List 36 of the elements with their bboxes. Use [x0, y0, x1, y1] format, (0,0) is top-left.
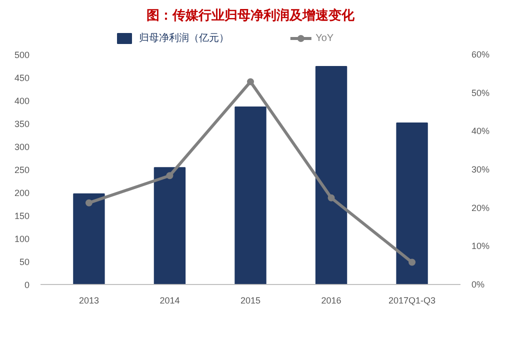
y2-tick-label: 0% — [472, 280, 485, 290]
y-tick-label: 250 — [14, 165, 30, 175]
point — [328, 194, 335, 202]
y2-tick-label: 40% — [472, 126, 490, 136]
point — [247, 78, 254, 86]
y-tick-label: 450 — [14, 73, 30, 83]
legend-label: YoY — [316, 33, 334, 44]
bar — [396, 122, 428, 284]
y-tick-label: 300 — [14, 142, 30, 152]
y2-tick-label: 50% — [472, 88, 490, 98]
y-tick-label: 0 — [24, 280, 30, 290]
x-tick-label: 2017Q1-Q3 — [388, 296, 436, 306]
bar — [73, 193, 105, 284]
y2-tick-label: 20% — [472, 202, 490, 213]
x-tick-label: 2013 — [78, 296, 99, 306]
y-tick-label: 400 — [14, 96, 30, 106]
y-tick-label: 150 — [14, 211, 30, 221]
point — [85, 199, 92, 206]
y2-tick-label: 10% — [472, 241, 490, 252]
x-tick-label: 2016 — [321, 296, 342, 306]
y-tick-label: 100 — [14, 234, 30, 244]
point — [166, 172, 174, 180]
y-tick-label: 50 — [19, 257, 30, 267]
y2-tick-label: 30% — [472, 164, 490, 174]
bar — [234, 106, 266, 284]
point — [408, 258, 416, 266]
y-tick-label: 200 — [14, 188, 30, 198]
x-tick-label: 2015 — [240, 296, 261, 306]
chart-title: 图：传媒行业归母净利润及增速变化 — [146, 8, 356, 22]
bar — [315, 66, 348, 284]
x-tick-label: 2014 — [160, 296, 180, 306]
y-tick-label: 500 — [14, 50, 30, 60]
bar — [154, 167, 186, 284]
y-tick-label: 350 — [14, 119, 30, 129]
y2-tick-label: 60% — [472, 50, 490, 60]
legend-label: 归母净利润（亿元） — [139, 32, 230, 44]
